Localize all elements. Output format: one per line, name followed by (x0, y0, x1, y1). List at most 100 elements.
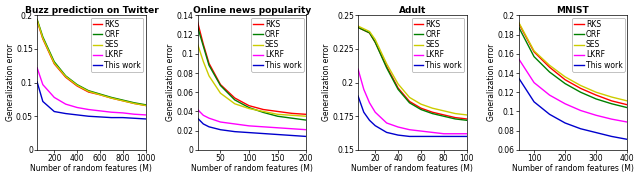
ORF (561, 83, 569, 85)
RKS (51, 63, 58, 65)
RKS (365, 32, 373, 34)
RKS (245, 105, 253, 107)
RKS (515, 22, 522, 24)
This work (561, 122, 569, 124)
This work (216, 129, 224, 131)
This work (546, 113, 554, 115)
LKRF (429, 131, 436, 134)
Title: Online news popularity: Online news popularity (193, 6, 311, 14)
SES (608, 96, 616, 98)
SES (96, 94, 104, 96)
This work (451, 135, 459, 137)
ORF (73, 84, 81, 86)
X-axis label: Number of random features (M): Number of random features (M) (512, 165, 634, 173)
Line: SES: SES (37, 20, 146, 105)
SES (406, 96, 413, 98)
LKRF (119, 112, 127, 114)
LKRF (623, 121, 631, 123)
SES (216, 92, 224, 94)
SES (245, 107, 253, 110)
RKS (592, 94, 600, 96)
LKRF (561, 103, 569, 105)
Line: LKRF: LKRF (518, 59, 627, 122)
SES (440, 110, 447, 112)
LKRF (96, 110, 104, 112)
Title: Adult: Adult (399, 6, 426, 14)
ORF (200, 45, 207, 47)
Line: LKRF: LKRF (37, 68, 146, 115)
This work (365, 119, 373, 121)
ORF (365, 32, 373, 34)
LKRF (577, 109, 584, 112)
RKS (33, 20, 41, 22)
ORF (515, 26, 522, 28)
This work (142, 118, 150, 120)
ORF (383, 67, 390, 69)
This work (194, 117, 202, 119)
ORF (119, 99, 127, 101)
This work (274, 133, 282, 136)
RKS (108, 97, 115, 99)
Line: ORF: ORF (37, 19, 146, 105)
RKS (440, 114, 447, 116)
SES (200, 60, 207, 62)
Line: This work: This work (198, 118, 306, 136)
LKRF (259, 126, 267, 128)
This work (205, 126, 213, 128)
This work (231, 130, 239, 133)
LKRF (194, 108, 202, 111)
SES (108, 97, 115, 99)
SES (33, 19, 41, 21)
LKRF (383, 122, 390, 124)
SES (302, 115, 310, 117)
LKRF (406, 129, 413, 131)
SES (577, 84, 584, 87)
RKS (39, 38, 47, 40)
Y-axis label: Generalization error: Generalization error (487, 44, 496, 121)
Line: SES: SES (358, 26, 467, 115)
This work (302, 135, 310, 137)
ORF (142, 104, 150, 106)
RKS (530, 51, 538, 53)
LKRF (205, 117, 213, 119)
RKS (577, 87, 584, 90)
SES (142, 104, 150, 107)
This work (440, 135, 447, 137)
LKRF (360, 88, 367, 90)
LKRF (592, 114, 600, 116)
RKS (451, 117, 459, 119)
This work (33, 81, 41, 83)
LKRF (394, 126, 402, 128)
ORF (108, 96, 115, 98)
ORF (394, 88, 402, 90)
ORF (194, 26, 202, 28)
Legend: RKS, ORF, SES, LKRF, This work: RKS, ORF, SES, LKRF, This work (251, 18, 304, 72)
This work (608, 135, 616, 137)
SES (561, 76, 569, 78)
SES (274, 113, 282, 115)
Line: ORF: ORF (518, 27, 627, 108)
SES (546, 64, 554, 66)
RKS (274, 110, 282, 113)
ORF (530, 56, 538, 58)
LKRF (354, 68, 362, 70)
RKS (371, 41, 379, 43)
This work (245, 132, 253, 134)
SES (288, 114, 296, 116)
ORF (577, 91, 584, 93)
RKS (84, 91, 92, 93)
ORF (463, 119, 470, 121)
ORF (592, 98, 600, 100)
This work (119, 117, 127, 119)
LKRF (73, 107, 81, 109)
ORF (288, 117, 296, 119)
This work (62, 112, 70, 115)
LKRF (231, 123, 239, 125)
SES (394, 83, 402, 85)
SES (205, 75, 213, 77)
ORF (259, 111, 267, 113)
X-axis label: Number of random features (M): Number of random features (M) (351, 165, 474, 173)
Y-axis label: Generalization error: Generalization error (166, 44, 175, 121)
RKS (142, 104, 150, 107)
ORF (451, 118, 459, 120)
